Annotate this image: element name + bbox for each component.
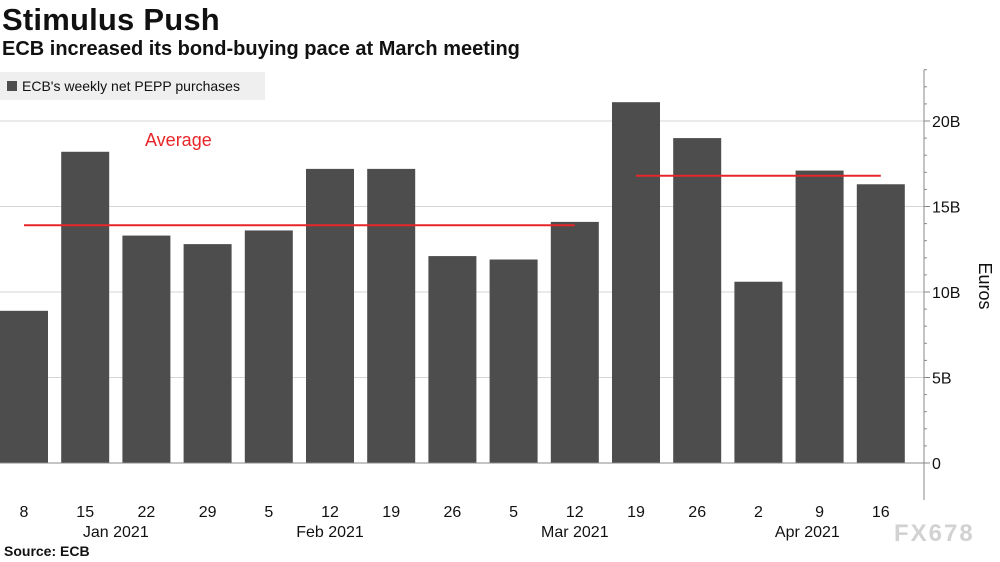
bar	[183, 244, 232, 463]
x-tick-label: 2	[754, 504, 763, 521]
x-tick-label: 5	[509, 504, 518, 521]
bar	[856, 184, 905, 463]
average-label: Average	[145, 130, 212, 150]
y-axis: 0 5B 10B 15B 20B	[923, 69, 960, 500]
bar	[428, 256, 477, 463]
bar	[550, 221, 599, 463]
bar	[367, 168, 416, 463]
bar	[673, 138, 722, 463]
legend-label: ECB's weekly net PEPP purchases	[22, 78, 240, 94]
y-tick-label: 0	[932, 456, 941, 473]
bar	[61, 151, 110, 463]
chart-subtitle: ECB increased its bond-buying pace at Ma…	[2, 38, 520, 60]
y-tick-label: 5B	[932, 371, 952, 388]
bars	[0, 102, 905, 463]
x-tick-label: 15	[76, 504, 94, 521]
bar	[612, 102, 660, 463]
x-tick-label: 29	[199, 504, 217, 521]
legend: ECB's weekly net PEPP purchases	[0, 72, 265, 100]
x-tick-label: 9	[815, 504, 824, 521]
x-month-label: Feb 2021	[296, 524, 364, 541]
average-lines: Average	[24, 130, 881, 227]
y-tick-label: 10B	[932, 285, 960, 302]
x-month-label: Apr 2021	[775, 524, 840, 541]
x-tick-label: 26	[444, 504, 462, 521]
bar	[306, 168, 354, 463]
legend-swatch	[7, 81, 17, 91]
x-tick-label: 16	[872, 504, 890, 521]
legend-background	[0, 72, 265, 100]
chart-title: Stimulus Push	[2, 2, 220, 37]
bar	[734, 281, 783, 463]
bar	[0, 310, 48, 463]
x-tick-label: 26	[688, 504, 706, 521]
x-tick-label: 12	[321, 504, 339, 521]
bar	[244, 230, 293, 463]
x-tick-label: 19	[382, 504, 400, 521]
x-tick-label: 19	[627, 504, 645, 521]
y-tick-label: 20B	[932, 114, 960, 131]
bar	[795, 170, 844, 463]
x-month-label: Mar 2021	[541, 524, 609, 541]
source-note: Source: ECB	[4, 543, 90, 559]
y-axis-title: Euros	[975, 262, 995, 309]
bar	[122, 235, 171, 463]
watermark-logo: FX678	[894, 520, 975, 547]
x-tick-label: 22	[138, 504, 156, 521]
x-tick-label: 8	[20, 504, 29, 521]
x-tick-label: 12	[566, 504, 584, 521]
x-month-label: Jan 2021	[83, 524, 149, 541]
x-tick-label: 5	[264, 504, 273, 521]
bar	[489, 259, 538, 463]
y-tick-label: 15B	[932, 200, 960, 217]
